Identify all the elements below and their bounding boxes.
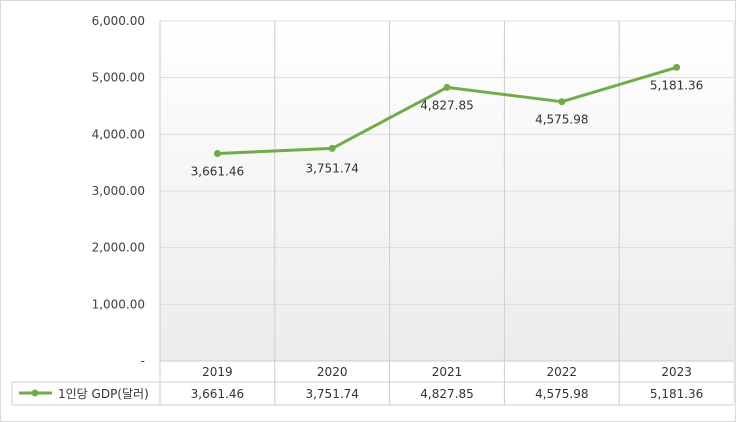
- x-tick-label: 2021: [432, 365, 463, 379]
- x-tick-label: 2020: [317, 365, 348, 379]
- data-label: 4,575.98: [535, 113, 588, 127]
- y-tick-label: 2,000.00: [92, 241, 145, 255]
- y-axis-tick-labels: 6,000.00 5,000.00 4,000.00 3,000.00 2,000.00…: [92, 14, 145, 368]
- data-point: [558, 98, 566, 106]
- table-value-cell: 3,751.74: [305, 387, 358, 401]
- table-value-cell: 4,575.98: [535, 387, 588, 401]
- legend-marker: [31, 389, 39, 397]
- legend-label: 1인당 GDP(달러): [58, 387, 149, 401]
- table-value-cell: 4,827.85: [420, 387, 473, 401]
- y-tick-label: -: [141, 354, 145, 368]
- series-layer: 3,661.46 3,751.74 4,827.85 4,575.98 5,181.36: [191, 63, 703, 179]
- data-label: 3,661.46: [191, 165, 244, 179]
- y-tick-label: 1,000.00: [92, 297, 145, 311]
- table-value-cell: 3,661.46: [191, 387, 244, 401]
- data-point: [673, 63, 681, 71]
- data-label: 3,751.74: [305, 161, 358, 175]
- y-tick-label: 6,000.00: [92, 14, 145, 28]
- y-tick-label: 5,000.00: [92, 71, 145, 85]
- x-tick-label: 2023: [661, 365, 692, 379]
- data-point: [213, 150, 221, 158]
- y-tick-label: 3,000.00: [92, 184, 145, 198]
- y-tick-label: 4,000.00: [92, 127, 145, 141]
- data-label: 4,827.85: [420, 98, 473, 112]
- x-tick-label: 2019: [202, 365, 233, 379]
- data-label: 5,181.36: [650, 78, 703, 92]
- data-point: [328, 144, 336, 152]
- data-point: [443, 83, 451, 91]
- grid-lines: [160, 20, 734, 305]
- x-tick-label: 2022: [547, 365, 578, 379]
- table-value-cell: 5,181.36: [650, 387, 703, 401]
